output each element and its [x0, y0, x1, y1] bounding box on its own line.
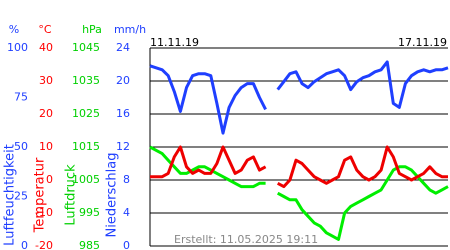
y-tick-label: 1025 [72, 107, 100, 120]
y-tick-label: 75 [14, 91, 28, 104]
y-tick-label: -10 [35, 206, 53, 219]
date-end: 17.11.19 [398, 36, 447, 49]
data-line [150, 145, 448, 189]
y-tick-label: -20 [35, 239, 53, 250]
y-tick-label: 1015 [72, 140, 100, 153]
axis-unit: % [9, 23, 19, 36]
data-line [149, 60, 449, 135]
y-tick-label: 12 [116, 140, 130, 153]
y-tick-label: 10 [39, 140, 53, 153]
y-tick-label: 16 [116, 107, 130, 120]
data-line [149, 145, 449, 241]
y-tick-label: 20 [116, 74, 130, 87]
axis-title: Temperatur [33, 157, 48, 233]
axis-unit: °C [38, 23, 52, 36]
y-tick-label: 0 [46, 173, 53, 186]
y-tick-label: 25 [14, 190, 28, 203]
y-tick-label: 24 [116, 41, 130, 54]
axis-title: Luftdruck [64, 164, 79, 226]
y-tick-label: 995 [79, 206, 100, 219]
y-tick-label: 40 [39, 41, 53, 54]
y-tick-label: 1035 [72, 74, 100, 87]
axis-title: Niederschlag [105, 153, 120, 238]
y-tick-label: 100 [7, 41, 28, 54]
date-start: 11.11.19 [150, 36, 199, 49]
axis-title: Luftfeuchtigkeit [3, 144, 18, 246]
y-tick-label: 30 [39, 74, 53, 87]
y-tick-label: 20 [39, 107, 53, 120]
y-tick-label: 0 [21, 239, 28, 250]
y-tick-label: 4 [123, 206, 130, 219]
y-tick-label: 1045 [72, 41, 100, 54]
y-tick-label: 985 [79, 239, 100, 250]
y-tick-label: 8 [123, 173, 130, 186]
y-tick-label: 0 [123, 239, 130, 250]
y-tick-label: 1005 [72, 173, 100, 186]
axis-unit: mm/h [114, 23, 146, 36]
y-tick-label: 50 [14, 140, 28, 153]
created-note: Erstellt: 11.05.2025 19:11 [174, 233, 318, 246]
axis-unit: hPa [82, 23, 102, 36]
